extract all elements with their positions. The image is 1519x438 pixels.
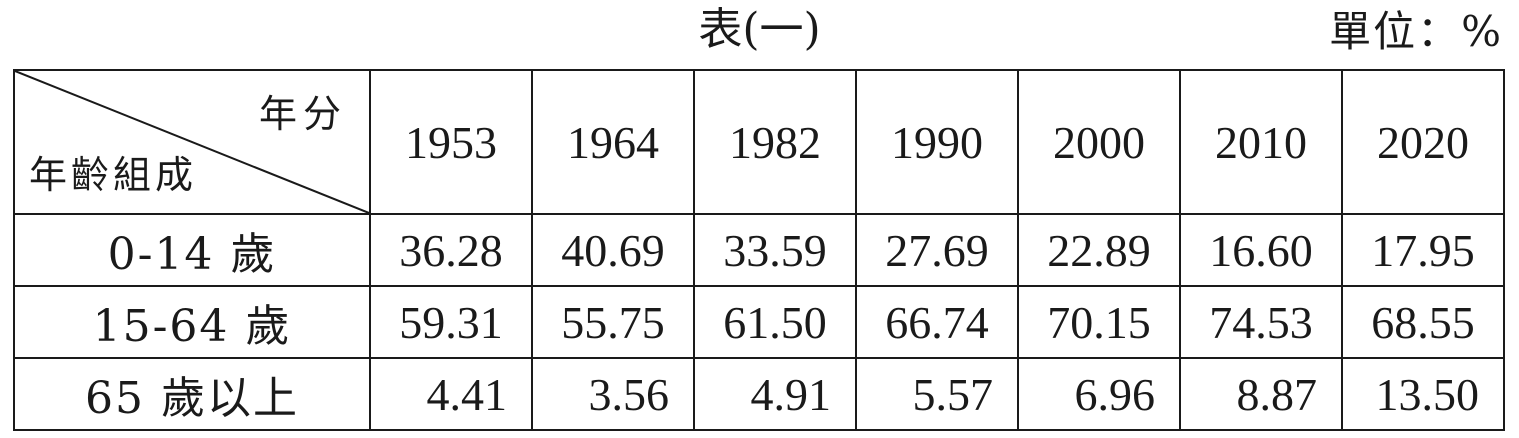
table-cell: 8.87 — [1179, 357, 1343, 431]
table-cell: 5.57 — [855, 357, 1019, 431]
table-cell: 27.69 — [855, 213, 1019, 287]
row-label: 0-14 歲 — [13, 213, 371, 287]
year-header: 1953 — [369, 69, 533, 215]
table-title: 表(一) — [698, 4, 821, 55]
year-axis-label: 年分 — [258, 92, 347, 136]
table-cell: 4.41 — [369, 357, 533, 431]
table-cell: 66.74 — [855, 285, 1019, 359]
table-cell: 6.96 — [1017, 357, 1181, 431]
table-cell: 70.15 — [1017, 285, 1181, 359]
header-row: 年分 年齡組成 1953 1964 1982 1990 2000 2010 20… — [13, 69, 1505, 215]
year-header: 2010 — [1179, 69, 1343, 215]
table-cell: 68.55 — [1341, 285, 1505, 359]
age-group-axis-label: 年齡組成 — [29, 153, 198, 197]
diagonal-divider — [16, 72, 368, 212]
year-header: 2000 — [1017, 69, 1181, 215]
year-header: 1982 — [693, 69, 857, 215]
table-cell: 55.75 — [531, 285, 695, 359]
year-header: 2020 — [1341, 69, 1505, 215]
year-header: 1990 — [855, 69, 1019, 215]
table-cell: 22.89 — [1017, 213, 1181, 287]
table-cell: 33.59 — [693, 213, 857, 287]
row-label: 65 歲以上 — [13, 357, 371, 431]
table-row: 15-64 歲 59.31 55.75 61.50 66.74 70.15 74… — [13, 285, 1505, 359]
table-cell: 16.60 — [1179, 213, 1343, 287]
table-cell: 4.91 — [693, 357, 857, 431]
table-cell: 61.50 — [693, 285, 857, 359]
corner-header-cell: 年分 年齡組成 — [13, 69, 371, 215]
year-header: 1964 — [531, 69, 695, 215]
table-cell: 36.28 — [369, 213, 533, 287]
table-row: 0-14 歲 36.28 40.69 33.59 27.69 22.89 16.… — [13, 213, 1505, 287]
table-cell: 59.31 — [369, 285, 533, 359]
table-cell: 74.53 — [1179, 285, 1343, 359]
table-row: 65 歲以上 4.41 3.56 4.91 5.57 6.96 8.87 13.… — [13, 357, 1505, 431]
row-label: 15-64 歲 — [13, 285, 371, 359]
table-cell: 13.50 — [1341, 357, 1505, 431]
table-cell: 17.95 — [1341, 213, 1505, 287]
table-cell: 40.69 — [531, 213, 695, 287]
table-cell: 3.56 — [531, 357, 695, 431]
unit-label: 單位：% — [1329, 7, 1503, 56]
age-structure-table: 年分 年齡組成 1953 1964 1982 1990 2000 2010 20… — [13, 69, 1505, 431]
